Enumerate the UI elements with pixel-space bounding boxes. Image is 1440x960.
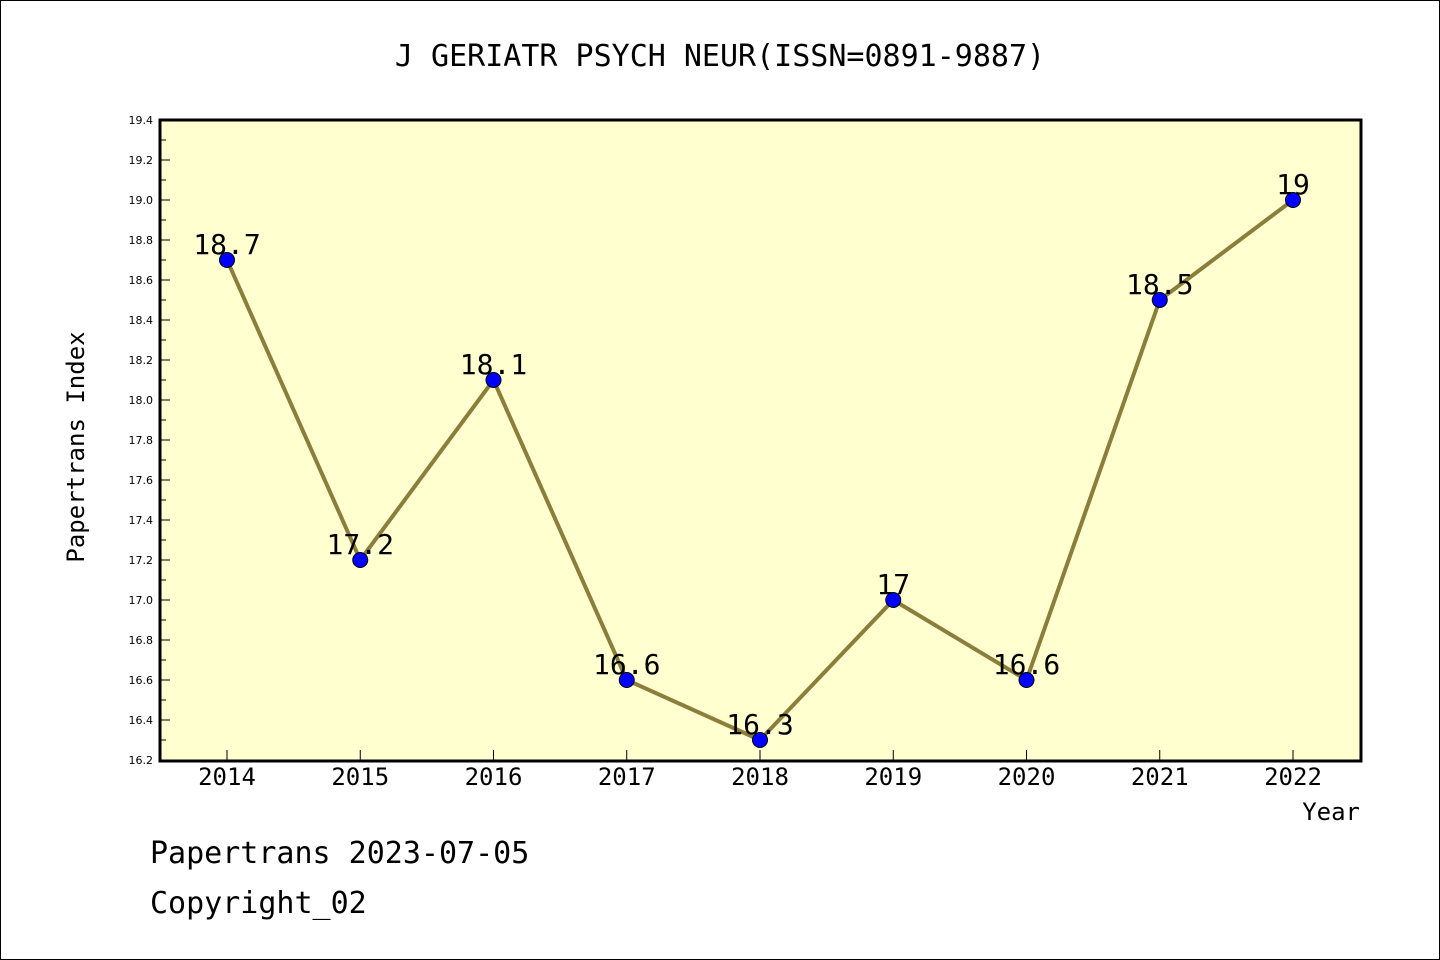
y-tick-label: 19.0 [129,194,154,207]
y-tick-label: 18.8 [129,234,154,247]
data-point [1285,192,1301,208]
data-point [1151,292,1168,308]
x-tick-label: 2016 [465,763,523,791]
data-label: 18.5 [1126,268,1193,301]
data-label: 16.3 [726,708,793,741]
data-label: 18.1 [460,348,527,381]
data-label: 19 [1276,168,1310,201]
data-label: 16.6 [993,648,1060,681]
y-axis: 16.2 16.4 16.6 16.8 17.0 17.2 17.4 17.6 17.8 18.0… [129,114,170,767]
y-tick-label: 18.6 [129,274,154,287]
data-point [219,252,235,268]
data-label: 17.2 [327,528,394,561]
y-tick-label: 19.4 [129,114,154,127]
data-label: 17 [876,568,910,601]
x-tick-label: 2020 [998,763,1056,791]
data-points [219,192,1301,748]
y-tick-label: 18.2 [129,354,154,367]
plot-area [158,118,1363,763]
y-tick-label: 16.4 [129,714,154,727]
x-tick-label: 2021 [1131,763,1189,791]
data-labels: 18.7 17.2 18.1 16.6 16.3 17 16.6 18.5 19 [193,168,1310,741]
x-tick-label: 2017 [598,763,656,791]
y-tick-label: 17.0 [129,594,154,607]
y-tick-label: 17.2 [129,554,154,567]
data-point [485,372,502,388]
x-tick-label: 2022 [1264,763,1322,791]
y-tick-label: 17.6 [129,474,154,487]
y-tick-label: 17.8 [129,434,154,447]
footer-date: Papertrans 2023-07-05 [150,836,530,871]
data-point [618,672,635,688]
x-tick-label: 2018 [731,763,789,791]
chart-title: J GERIATR PSYCH NEUR(ISSN=0891-9887) [395,39,1045,74]
x-axis-label: Year [1302,798,1360,826]
footer-copyright: Copyright_02 [150,886,367,921]
x-tick-label: 2019 [864,763,922,791]
x-tick-label: 2015 [331,763,389,791]
y-tick-label: 18.4 [129,314,154,327]
data-point [752,732,768,748]
data-point [352,552,369,568]
data-label: 16.6 [593,648,660,681]
y-tick-label: 16.8 [129,634,154,647]
data-point [885,592,902,608]
y-tick-label: 19.2 [129,154,154,167]
y-axis-label: Papertrans Index [62,331,90,562]
data-point [1018,672,1035,688]
x-axis: 2014 2015 2016 2017 2018 2019 2020 2021 2022 [198,750,1322,791]
x-tick-label: 2014 [198,763,256,791]
y-tick-label: 17.4 [129,514,154,527]
y-tick-label: 16.2 [129,754,154,767]
y-tick-label: 18.0 [129,394,154,407]
data-label: 18.7 [193,228,260,261]
y-tick-label: 16.6 [129,674,154,687]
